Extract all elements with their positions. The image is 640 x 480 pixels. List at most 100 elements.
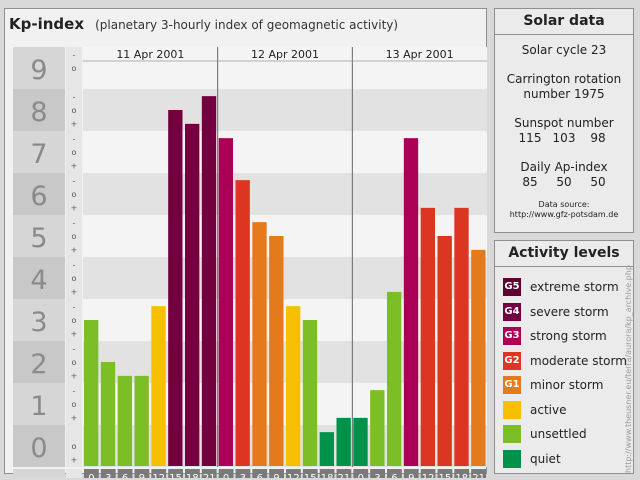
kp-bar [302, 320, 318, 466]
ap-block: Daily Ap-index 85 50 50 [495, 160, 633, 190]
x-tick-bg [252, 469, 268, 478]
minor-tick: o [72, 190, 77, 199]
legend-swatch: G1 [503, 376, 521, 395]
ap-day3: 50 [590, 175, 606, 189]
kp-bar [134, 375, 149, 466]
minor-tick-column [66, 47, 82, 467]
x-tick-bg [319, 469, 335, 478]
y-tick-label: 6 [30, 181, 47, 212]
x-tick-bg [218, 469, 234, 478]
x-tick-bg [420, 469, 436, 478]
kp-bar [454, 207, 469, 467]
minor-tick: - [73, 135, 76, 144]
chart-title: Kp-index [9, 15, 84, 33]
minor-tick: o [72, 148, 77, 157]
grid-band [83, 383, 487, 425]
minor-tick: + [71, 455, 78, 464]
kp-bar [201, 96, 217, 466]
grid-band [83, 299, 487, 341]
day-label: 13 Apr 2001 [386, 48, 454, 61]
day-header-bg [83, 47, 487, 60]
sunspot-day2: 103 [552, 131, 576, 145]
legend-label: minor storm [530, 378, 604, 393]
y-tick-label: 2 [30, 349, 47, 380]
x-tick-bg [117, 469, 133, 478]
minor-tick: - [73, 93, 76, 102]
y-tick-label: 4 [30, 265, 47, 296]
minor-tick: - [73, 303, 76, 312]
activity-legend: G5 extreme storm G4 severe storm G3 strong st… [503, 275, 629, 471]
minor-tick: + [71, 119, 78, 128]
kp-bar [336, 417, 351, 466]
x-tick-start: 9 [139, 473, 145, 478]
ap-label: Daily Ap-index [520, 160, 608, 174]
sunspot-label: Sunspot number [514, 116, 614, 130]
legend-item: unsettled [503, 422, 629, 447]
y-label-band [13, 299, 65, 341]
y-label-band [13, 341, 65, 383]
kp-chart-panel: Kp-index (planetary 3-hourly index of ge… [4, 8, 487, 478]
carrington-line2: number 1975 [523, 87, 605, 101]
x-tick-bg [269, 469, 284, 478]
kp-bar [387, 291, 402, 466]
y-tick-label: 3 [30, 307, 47, 338]
credit-url[interactable]: http://www.theusner.eu/terra/aurora/kp_a… [624, 265, 633, 473]
data-source: Data source: http://www.gfz-potsdam.de [495, 200, 633, 220]
legend-item: G3 strong storm [503, 324, 629, 349]
minor-tick: - [73, 261, 76, 270]
data-source-label: Data source: [538, 200, 590, 209]
x-tick-start: 9 [273, 473, 279, 478]
x-tick-start: 0 [358, 473, 364, 478]
x-tick-bg [353, 469, 369, 478]
carrington-line1: Carrington rotation [506, 72, 622, 86]
kp-bar [420, 207, 435, 467]
y-tick-label: 8 [30, 97, 47, 128]
x-tick-start: 6 [391, 473, 397, 478]
sunspot-day1: 115 [518, 131, 542, 145]
legend-swatch: G5 [503, 278, 521, 297]
y-tick-label: 9 [30, 55, 47, 86]
minor-tick: o [72, 232, 77, 241]
carrington-rotation: Carrington rotation number 1975 [495, 72, 633, 102]
legend-item: active [503, 398, 629, 423]
grid-band [83, 257, 487, 299]
solar-data-panel: Solar data Solar cycle 23 Carrington rot… [494, 8, 634, 233]
x-tick-bg [84, 469, 99, 478]
x-tick-start: 12 [422, 473, 435, 478]
x-tick-start: 15 [304, 473, 317, 478]
kp-bar [319, 432, 334, 466]
x-tick-start: 15 [169, 473, 182, 478]
grid-band [83, 425, 487, 467]
grid-band [83, 215, 487, 257]
grid-band [83, 131, 487, 173]
x-tick-bg [454, 469, 470, 478]
grid-band [83, 89, 487, 131]
legend-item: quiet [503, 447, 629, 472]
x-tick-start: 21 [203, 473, 216, 478]
x-tick-bg [471, 469, 486, 478]
minor-tick: o [72, 358, 77, 367]
data-source-url[interactable]: http://www.gfz-potsdam.de [509, 210, 619, 219]
minor-tick: o [72, 442, 77, 451]
legend-swatch: G4 [503, 302, 521, 321]
kp-bar [471, 249, 486, 466]
y-tick-label: 0 [30, 433, 47, 464]
x-tick-bg [302, 469, 318, 478]
x-tick-start: 12 [152, 473, 165, 478]
legend-label: moderate storm [530, 353, 627, 368]
grid-band [83, 341, 487, 383]
y-tick-label: 5 [30, 223, 47, 254]
kp-bar [235, 180, 250, 466]
corner-box [13, 469, 65, 478]
x-tick-start: 6 [122, 473, 128, 478]
y-label-band [13, 131, 65, 173]
x-tick-start: 18 [321, 473, 334, 478]
legend-item: G4 severe storm [503, 300, 629, 325]
legend-swatch [503, 425, 521, 444]
sunspot-day3: 98 [590, 131, 606, 145]
minor-tick: - [73, 345, 76, 354]
x-tick-start: 3 [240, 473, 246, 478]
x-tick-start: 9 [408, 473, 414, 478]
legend-item: G2 moderate storm [503, 349, 629, 374]
day-label: 11 Apr 2001 [116, 48, 184, 61]
